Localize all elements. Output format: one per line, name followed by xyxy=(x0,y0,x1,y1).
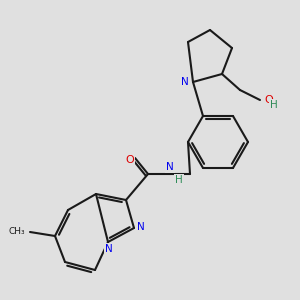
Text: N: N xyxy=(166,162,174,172)
Text: O: O xyxy=(126,155,134,165)
Text: O: O xyxy=(264,95,273,105)
Text: N: N xyxy=(137,222,145,232)
Text: N: N xyxy=(181,77,189,87)
Text: N: N xyxy=(105,244,113,254)
Text: H: H xyxy=(175,175,183,185)
Text: H: H xyxy=(270,100,278,110)
Text: CH₃: CH₃ xyxy=(8,227,25,236)
